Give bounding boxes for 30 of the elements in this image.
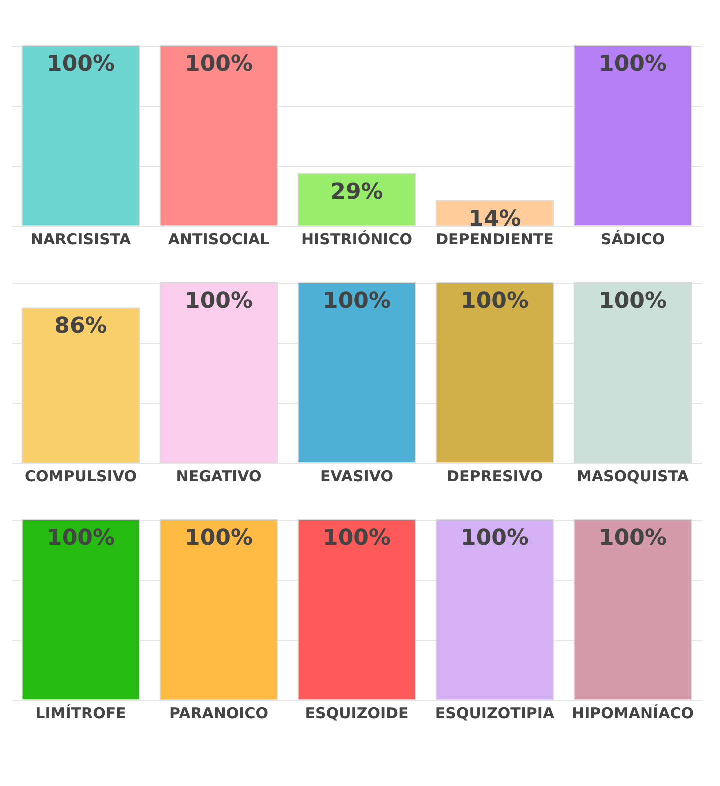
x-tick-label: NEGATIVO — [176, 468, 262, 486]
data-label: 100% — [323, 289, 391, 314]
data-label: 100% — [47, 52, 115, 77]
x-tick-label: EVASIVO — [320, 468, 394, 486]
x-tick-label: ANTISOCIAL — [168, 230, 270, 248]
data-label: 100% — [185, 526, 253, 551]
x-tick-label: NARCISISTA — [30, 230, 132, 248]
data-label: 100% — [461, 526, 529, 551]
x-tick-label: DEPRESIVO — [447, 468, 543, 486]
data-label: 100% — [323, 526, 391, 551]
x-tick-label: ESQUIZOTIPIA — [435, 704, 555, 722]
x-tick-label: LIMÍTROFE — [36, 704, 126, 722]
data-label: 100% — [461, 289, 529, 314]
x-tick-label: DEPENDIENTE — [436, 230, 554, 248]
data-label: 100% — [47, 526, 115, 551]
x-tick-label: MASOQUISTA — [576, 468, 690, 486]
x-tick-label: COMPULSIVO — [25, 468, 137, 486]
data-label: 100% — [599, 289, 667, 314]
data-label: 100% — [185, 52, 253, 77]
data-label: 86% — [54, 314, 108, 340]
x-tick-label: PARANOICO — [169, 704, 269, 722]
data-label: 100% — [185, 289, 253, 314]
x-tick-label: HIPOMANÍACO — [572, 704, 694, 722]
x-tick-label: SÁDICO — [600, 230, 666, 248]
data-label: 100% — [599, 52, 667, 77]
data-label: 14% — [468, 206, 522, 232]
data-label: 29% — [330, 180, 384, 205]
x-tick-label: ESQUIZOIDE — [305, 704, 409, 722]
data-label: 100% — [599, 526, 667, 551]
x-tick-label: HISTRIÓNICO — [302, 230, 412, 248]
